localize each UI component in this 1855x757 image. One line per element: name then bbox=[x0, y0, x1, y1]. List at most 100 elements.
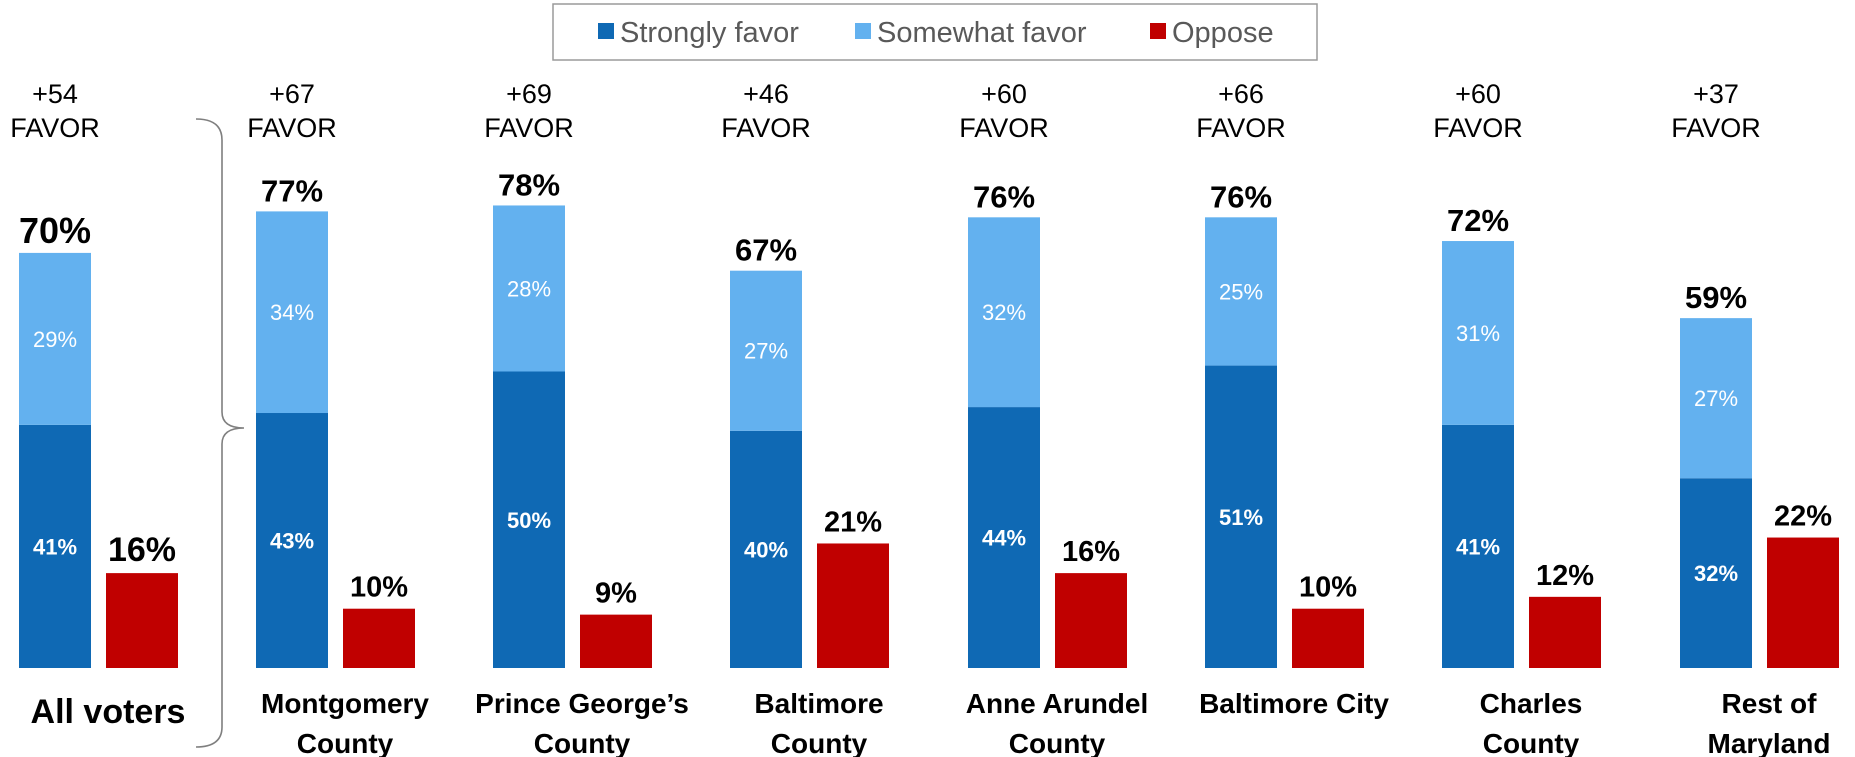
label-strongly-favor: 43% bbox=[270, 529, 314, 554]
label-total-favor: 59% bbox=[1685, 280, 1747, 315]
bar-oppose bbox=[817, 543, 889, 668]
label-oppose: 22% bbox=[1774, 501, 1832, 533]
bar-strongly-favor bbox=[968, 407, 1040, 668]
category-group: +60 FAVOR 44% 32% 76% 16% Anne Arundel County bbox=[959, 79, 1148, 757]
bar-somewhat-favor bbox=[1442, 241, 1514, 425]
chart-plot-area: +54 FAVOR 41% 29% 70% 16% All voters +67 FAVOR 43… bbox=[10, 79, 1839, 757]
bar-strongly-favor bbox=[19, 424, 91, 668]
label-total-favor: 70% bbox=[19, 210, 91, 251]
category-label: Anne Arundel bbox=[966, 688, 1149, 719]
category-label: All voters bbox=[31, 693, 186, 731]
label-strongly-favor: 40% bbox=[744, 537, 788, 562]
bar-strongly-favor bbox=[256, 413, 328, 668]
category-group: +60 FAVOR 41% 31% 72% 12% Charles County bbox=[1433, 79, 1601, 757]
bar-oppose bbox=[1767, 537, 1839, 668]
bar-strongly-favor bbox=[1442, 424, 1514, 668]
category-group: +69 FAVOR 50% 28% 78% 9% Prince George’s County bbox=[475, 79, 689, 757]
legend-swatch-strongly-favor bbox=[598, 23, 614, 39]
category-label: Baltimore bbox=[754, 688, 883, 719]
category-label: County bbox=[1483, 728, 1580, 757]
label-oppose: 16% bbox=[108, 531, 176, 569]
label-strongly-favor: 32% bbox=[1694, 561, 1738, 586]
category-group: +37 FAVOR 32% 27% 59% 22% Rest of Maryland bbox=[1671, 79, 1839, 757]
label-total-favor: 67% bbox=[735, 233, 797, 268]
net-favor-value: +54 bbox=[32, 79, 78, 109]
label-oppose: 10% bbox=[1299, 572, 1357, 604]
label-oppose: 16% bbox=[1062, 536, 1120, 568]
net-favor-label: FAVOR bbox=[1671, 113, 1761, 143]
label-total-favor: 77% bbox=[261, 173, 323, 208]
net-favor-value: +66 bbox=[1218, 79, 1264, 109]
net-favor-label: FAVOR bbox=[1196, 113, 1286, 143]
label-strongly-favor: 41% bbox=[33, 534, 77, 559]
label-somewhat-favor: 34% bbox=[270, 300, 314, 325]
category-group: +66 FAVOR 51% 25% 76% 10% Baltimore City bbox=[1196, 79, 1389, 719]
bar-oppose bbox=[343, 608, 415, 668]
bar-somewhat-favor bbox=[493, 205, 565, 372]
label-oppose: 21% bbox=[824, 506, 882, 538]
bar-oppose bbox=[106, 573, 178, 668]
bar-somewhat-favor bbox=[1205, 217, 1277, 366]
category-group: +67 FAVOR 43% 34% 77% 10% Montgomery County bbox=[247, 79, 429, 757]
legend-box bbox=[552, 3, 1318, 61]
bar-oppose bbox=[1529, 596, 1601, 668]
bar-oppose bbox=[1292, 608, 1364, 668]
category-label: Baltimore City bbox=[1199, 688, 1389, 719]
net-favor-value: +37 bbox=[1693, 79, 1739, 109]
bar-somewhat-favor bbox=[19, 252, 91, 425]
category-group: +54 FAVOR 41% 29% 70% 16% All voters bbox=[10, 79, 185, 731]
bar-oppose bbox=[1055, 573, 1127, 668]
legend-swatch-oppose bbox=[1150, 23, 1166, 39]
net-favor-value: +67 bbox=[269, 79, 315, 109]
group-bracket bbox=[195, 118, 245, 748]
label-oppose: 12% bbox=[1536, 560, 1594, 592]
label-oppose: 10% bbox=[350, 572, 408, 604]
net-favor-label: FAVOR bbox=[1433, 113, 1523, 143]
legend-label-strongly-favor: Strongly favor bbox=[620, 17, 799, 49]
category-label: Prince George’s bbox=[475, 688, 689, 719]
net-favor-value: +60 bbox=[1455, 79, 1501, 109]
label-total-favor: 72% bbox=[1447, 203, 1509, 238]
bar-oppose bbox=[580, 614, 652, 668]
label-total-favor: 76% bbox=[1210, 179, 1272, 214]
category-label: Montgomery bbox=[261, 688, 429, 719]
legend-label-somewhat-favor: Somewhat favor bbox=[877, 17, 1087, 49]
category-label: County bbox=[534, 728, 631, 757]
bar-somewhat-favor bbox=[968, 217, 1040, 408]
bar-somewhat-favor bbox=[730, 270, 802, 431]
label-strongly-favor: 41% bbox=[1456, 534, 1500, 559]
label-total-favor: 76% bbox=[973, 179, 1035, 214]
label-somewhat-favor: 25% bbox=[1219, 279, 1263, 304]
bar-strongly-favor bbox=[493, 371, 565, 668]
bar-somewhat-favor bbox=[1680, 318, 1752, 479]
label-strongly-favor: 50% bbox=[507, 508, 551, 533]
bar-somewhat-favor bbox=[256, 211, 328, 414]
bar-strongly-favor bbox=[1205, 365, 1277, 668]
net-favor-value: +69 bbox=[506, 79, 552, 109]
bracket-line bbox=[195, 118, 245, 748]
category-label: County bbox=[1009, 728, 1106, 757]
category-label: Maryland bbox=[1708, 728, 1831, 757]
label-strongly-favor: 51% bbox=[1219, 505, 1263, 530]
label-somewhat-favor: 27% bbox=[1694, 386, 1738, 411]
label-oppose: 9% bbox=[595, 578, 637, 610]
label-somewhat-favor: 29% bbox=[33, 327, 77, 352]
label-somewhat-favor: 31% bbox=[1456, 321, 1500, 346]
net-favor-value: +46 bbox=[743, 79, 789, 109]
category-label: County bbox=[771, 728, 868, 757]
category-label: Rest of bbox=[1722, 688, 1818, 719]
legend-label-oppose: Oppose bbox=[1172, 17, 1274, 49]
category-group: +46 FAVOR 40% 27% 67% 21% Baltimore County bbox=[721, 79, 889, 757]
label-somewhat-favor: 27% bbox=[744, 339, 788, 364]
bar-strongly-favor bbox=[730, 430, 802, 668]
legend-swatch-somewhat-favor bbox=[855, 23, 871, 39]
label-somewhat-favor: 28% bbox=[507, 276, 551, 301]
label-total-favor: 78% bbox=[498, 167, 560, 202]
net-favor-label: FAVOR bbox=[959, 113, 1049, 143]
net-favor-label: FAVOR bbox=[247, 113, 337, 143]
net-favor-label: FAVOR bbox=[10, 113, 100, 143]
net-favor-value: +60 bbox=[981, 79, 1027, 109]
label-somewhat-favor: 32% bbox=[982, 300, 1026, 325]
bar-strongly-favor bbox=[1680, 478, 1752, 668]
